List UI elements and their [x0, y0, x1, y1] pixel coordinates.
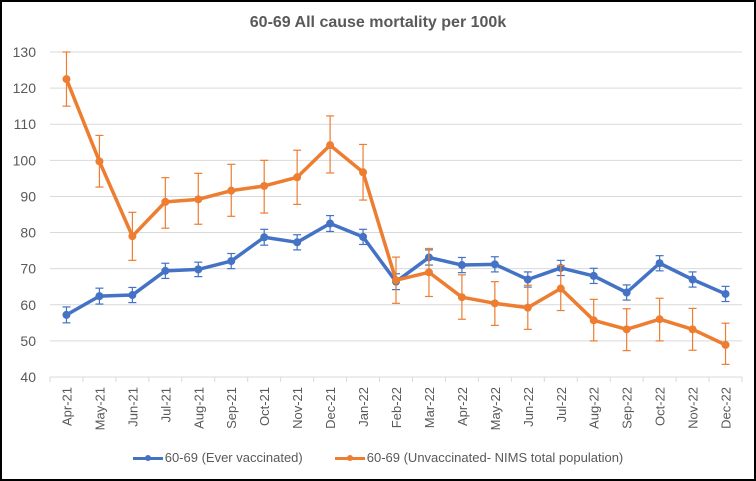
legend-marker-vaccinated [132, 453, 163, 463]
x-tick-label: Jan-22 [356, 387, 371, 427]
data-point [589, 271, 598, 280]
data-point [293, 173, 302, 182]
y-tick-label: 80 [20, 225, 36, 241]
x-tick-label: Aug-22 [587, 387, 602, 429]
data-point [194, 265, 203, 274]
data-point [227, 257, 236, 266]
data-point [457, 261, 466, 270]
data-point [556, 284, 565, 293]
data-point [655, 259, 664, 268]
data-point [359, 168, 368, 177]
data-point [721, 289, 730, 298]
data-point [490, 260, 499, 269]
data-point [688, 325, 697, 334]
legend: 60-69 (Ever vaccinated) 60-69 (Unvaccina… [2, 450, 754, 465]
y-tick-label: 60 [20, 297, 36, 313]
x-tick-label: Mar-22 [422, 387, 437, 428]
data-point [424, 268, 433, 277]
data-point [260, 181, 269, 190]
x-tick-label: Apr-22 [455, 387, 470, 426]
x-tick-label: Sep-22 [620, 387, 635, 429]
y-tick-label: 100 [13, 152, 37, 168]
data-point [589, 316, 598, 325]
data-point [655, 315, 664, 324]
data-point [490, 299, 499, 308]
data-point [457, 293, 466, 302]
legend-label-vaccinated: 60-69 (Ever vaccinated) [164, 450, 303, 465]
data-point [293, 238, 302, 247]
data-point [161, 266, 170, 275]
x-tick-label: Aug-21 [191, 387, 206, 429]
y-tick-label: 90 [20, 188, 36, 204]
legend-marker-unvaccinated [334, 453, 365, 463]
legend-label-unvaccinated: 60-69 (Unvaccinated- NIMS total populati… [366, 450, 624, 465]
data-point [622, 288, 631, 297]
x-tick-label: Oct-22 [653, 387, 668, 426]
y-tick-label: 110 [14, 116, 37, 132]
data-point [326, 219, 335, 228]
y-tick-label: 50 [20, 333, 36, 349]
x-tick-label: Dec-21 [323, 387, 338, 429]
data-point [688, 275, 697, 284]
y-tick-label: 40 [20, 369, 36, 385]
y-axis-ticks: 40 50 60 70 80 90 100 110 120 130 [13, 44, 37, 385]
legend-item-vaccinated[interactable]: 60-69 (Ever vaccinated) [132, 450, 303, 465]
data-point [194, 195, 203, 204]
x-tick-label: Jun-22 [521, 387, 536, 427]
data-point [392, 276, 400, 285]
x-axis: Apr-21 May-21 Jun-21 Jul-21 Aug-21 Sep-21 Oct-… [49, 376, 743, 430]
y-tick-label: 120 [13, 80, 37, 96]
data-point [95, 292, 104, 301]
x-tick-label: Nov-21 [290, 387, 305, 429]
data-point [128, 291, 137, 300]
data-point [359, 232, 368, 241]
y-tick-label: 130 [13, 44, 37, 60]
data-point [62, 75, 71, 84]
series-1 [62, 51, 730, 365]
data-point [128, 232, 137, 241]
x-tick-label: Apr-21 [59, 387, 74, 426]
data-point [161, 197, 170, 206]
series-layer [62, 51, 730, 365]
x-tick-label: Jul-21 [158, 387, 173, 422]
x-tick-label: Oct-21 [257, 387, 272, 426]
x-tick-label: May-22 [488, 387, 503, 430]
data-point [227, 186, 236, 195]
data-point [62, 310, 71, 319]
x-tick-label: Nov-22 [686, 387, 701, 429]
x-tick-label: Jun-21 [125, 387, 140, 427]
chart-title: 60-69 All cause mortality per 100k [249, 14, 507, 31]
data-point [326, 141, 335, 150]
y-tick-label: 70 [20, 261, 36, 277]
x-tick-label: Feb-22 [389, 387, 404, 428]
data-point [721, 340, 730, 349]
data-point [523, 303, 532, 312]
x-tick-label: May-21 [92, 387, 107, 430]
x-tick-label: Dec-22 [719, 387, 734, 429]
x-tick-label: Sep-21 [224, 387, 239, 429]
data-point [95, 157, 104, 166]
data-point [260, 233, 269, 242]
data-point [523, 275, 532, 284]
legend-item-unvaccinated[interactable]: 60-69 (Unvaccinated- NIMS total populati… [334, 450, 624, 465]
x-tick-label: Jul-22 [554, 387, 569, 422]
data-point [622, 325, 631, 334]
